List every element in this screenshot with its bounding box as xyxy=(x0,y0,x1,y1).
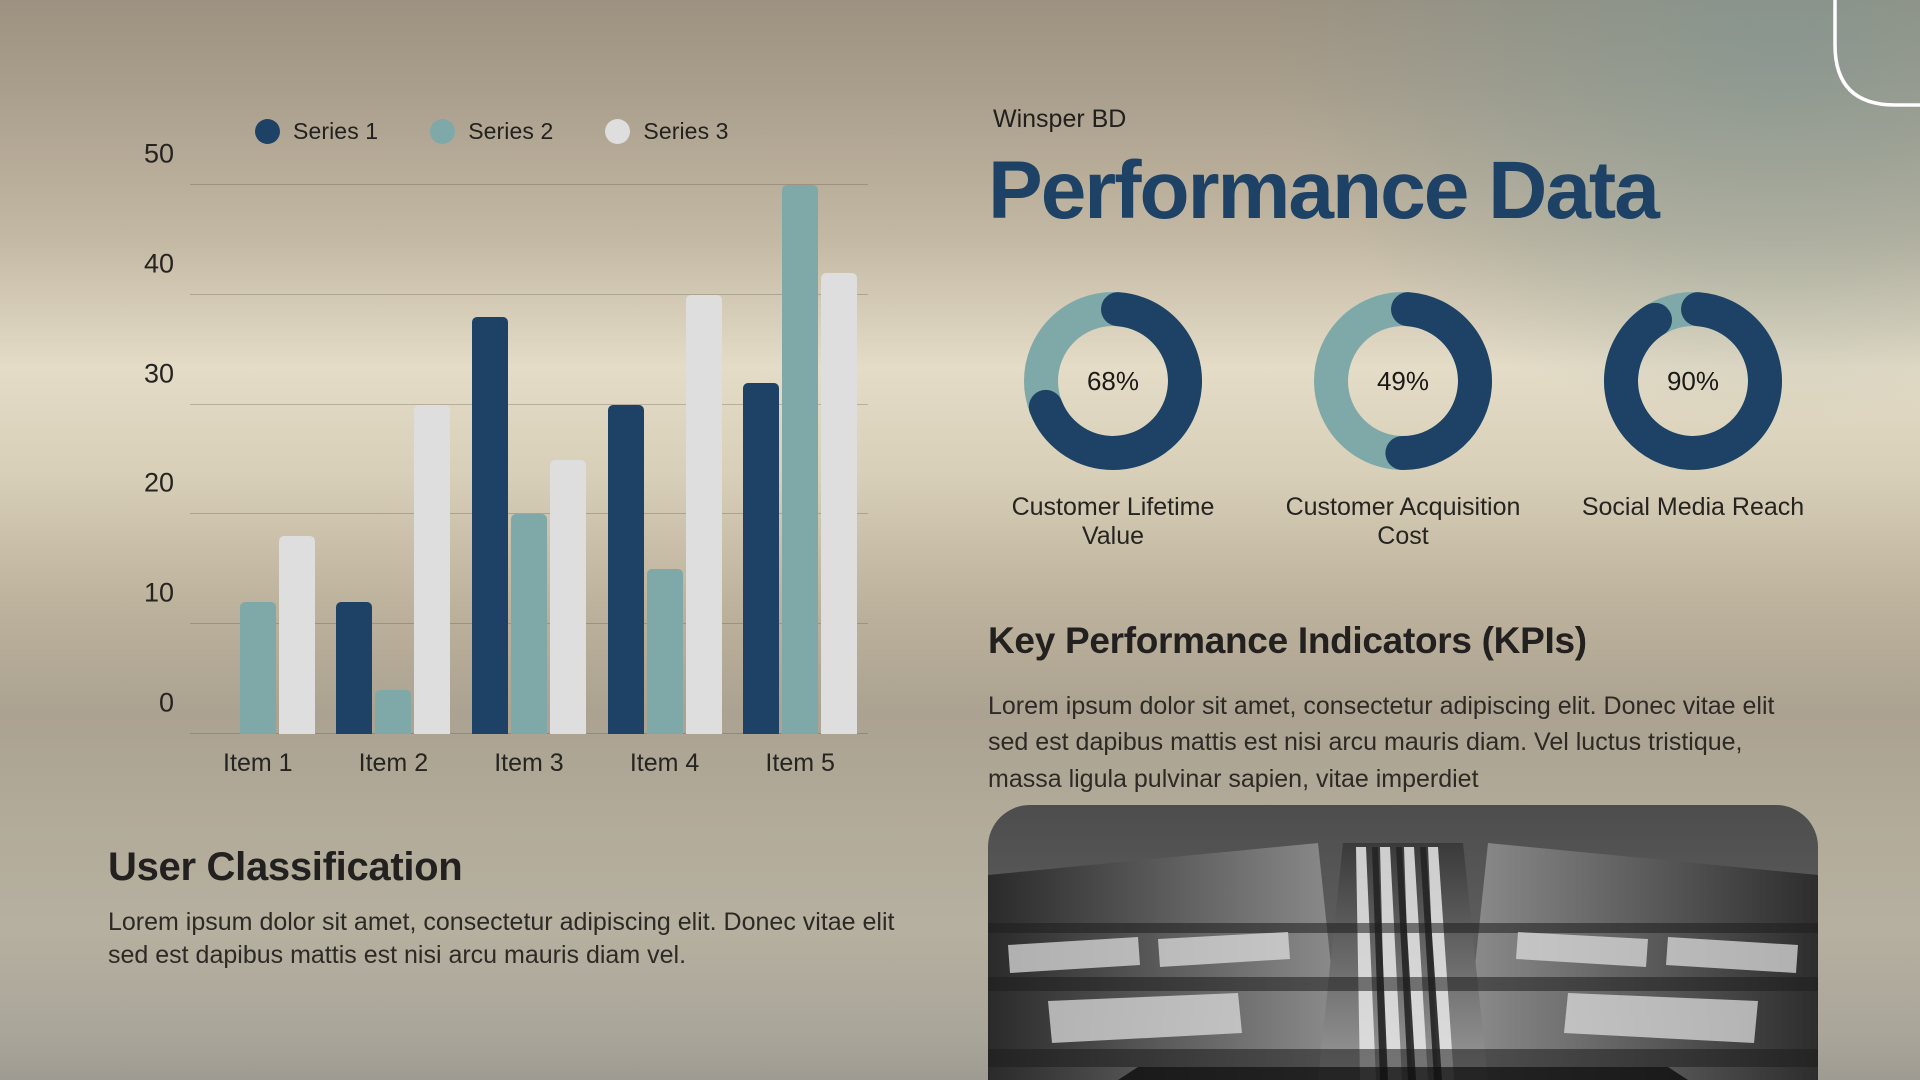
bar[interactable] xyxy=(646,569,683,734)
gridline xyxy=(190,403,868,405)
donut-metric: 49% Customer Acquisition Cost xyxy=(1278,285,1528,551)
legend-swatch-icon xyxy=(430,119,456,144)
user-classification-body: Lorem ipsum dolor sit amet, consectetur … xyxy=(108,908,895,970)
user-classification-section: User Classification Lorem ipsum dolor si… xyxy=(108,845,928,973)
page-title: Performance Data xyxy=(988,145,1660,236)
bar[interactable] xyxy=(375,690,412,734)
donut-metrics-row: 68% Customer Lifetime Value 49% Customer Ac… xyxy=(988,285,1818,551)
bar[interactable] xyxy=(743,382,780,734)
donut-metric-label: Customer Acquisition Cost xyxy=(1285,493,1521,550)
bar[interactable] xyxy=(549,459,586,734)
donut-chart: 68% xyxy=(1017,285,1209,477)
donut-metric-label: Customer Lifetime Value xyxy=(1011,493,1215,550)
building-photo xyxy=(988,805,1818,1080)
bar[interactable] xyxy=(782,185,819,734)
bar-group xyxy=(471,185,586,734)
legend-label: Series 3 xyxy=(643,118,729,144)
grouped-bar-chart: 0 10 20 30 40 50 Item 1 Item 2 Item 3 Item 4 Item… xyxy=(110,139,890,780)
legend-item[interactable]: Series 2 xyxy=(430,118,553,145)
y-axis-tick-label: 0 xyxy=(158,687,174,718)
right-column: Winsper BD Performance Data 68% Customer … xyxy=(988,0,1920,1080)
bar[interactable] xyxy=(278,536,315,734)
x-axis-label: Item 3 xyxy=(494,749,564,777)
gridline xyxy=(190,293,868,295)
kpi-section: Key Performance Indicators (KPIs) Lorem … xyxy=(988,620,1818,797)
x-axis-label: Item 4 xyxy=(629,749,700,777)
y-axis-tick-label: 40 xyxy=(143,248,174,279)
bar[interactable] xyxy=(239,602,276,734)
x-axis-label: Item 1 xyxy=(223,749,293,777)
user-classification-heading: User Classification xyxy=(108,845,463,889)
donut-metric: 90% Social Media Reach xyxy=(1568,285,1818,551)
chart-legend: Series 1 Series 2 Series 3 xyxy=(255,118,729,145)
left-column: Series 1 Series 2 Series 3 0 10 20 30 40 50 Ite… xyxy=(108,118,928,973)
bar[interactable] xyxy=(821,272,858,734)
gridline xyxy=(190,513,868,515)
donut-metric-label: Social Media Reach xyxy=(1581,493,1805,521)
legend-label: Series 1 xyxy=(293,118,379,144)
bar[interactable] xyxy=(336,602,373,734)
donut-chart: 49% xyxy=(1307,285,1499,477)
legend-swatch-icon xyxy=(255,119,280,144)
legend-item[interactable]: Series 3 xyxy=(605,118,728,145)
donut-percent-value: 49% xyxy=(1376,365,1430,396)
skyscraper-illustration xyxy=(988,805,1818,1080)
x-axis-label: Item 5 xyxy=(765,749,835,777)
bar[interactable] xyxy=(607,404,644,734)
donut-percent-value: 68% xyxy=(1086,365,1140,396)
legend-label: Series 2 xyxy=(468,118,554,144)
chart-plot-area: 0 10 20 30 40 50 Item 1 Item 2 Item 3 Item 4 Item… xyxy=(144,139,868,777)
bar[interactable] xyxy=(414,404,451,734)
bar[interactable] xyxy=(510,514,547,734)
legend-item[interactable]: Series 1 xyxy=(255,118,378,145)
bar-group xyxy=(336,185,451,734)
x-axis-label: Item 2 xyxy=(358,749,429,777)
y-axis-tick-label: 50 xyxy=(143,138,174,169)
bar[interactable] xyxy=(685,294,722,734)
bar-group xyxy=(201,185,315,734)
y-axis-tick-label: 20 xyxy=(143,467,174,498)
gridline xyxy=(190,184,868,185)
bar[interactable] xyxy=(471,316,508,734)
kpi-heading: Key Performance Indicators (KPIs) xyxy=(988,620,1587,661)
kpi-body: Lorem ipsum dolor sit amet, consectetur … xyxy=(988,692,1775,793)
bar-group xyxy=(607,185,722,734)
bar-group xyxy=(743,185,858,734)
donut-percent-value: 90% xyxy=(1666,365,1720,396)
y-axis-tick-label: 30 xyxy=(143,358,174,389)
donut-chart: 90% xyxy=(1597,285,1789,477)
chart-x-axis-labels: Item 1 Item 2 Item 3 Item 4 Item 5 xyxy=(190,749,868,778)
y-axis-tick-label: 10 xyxy=(143,577,174,608)
brand-eyebrow: Winsper BD xyxy=(993,105,1127,133)
donut-metric: 68% Customer Lifetime Value xyxy=(988,285,1238,551)
legend-swatch-icon xyxy=(605,119,631,144)
chart-bars xyxy=(190,185,868,734)
